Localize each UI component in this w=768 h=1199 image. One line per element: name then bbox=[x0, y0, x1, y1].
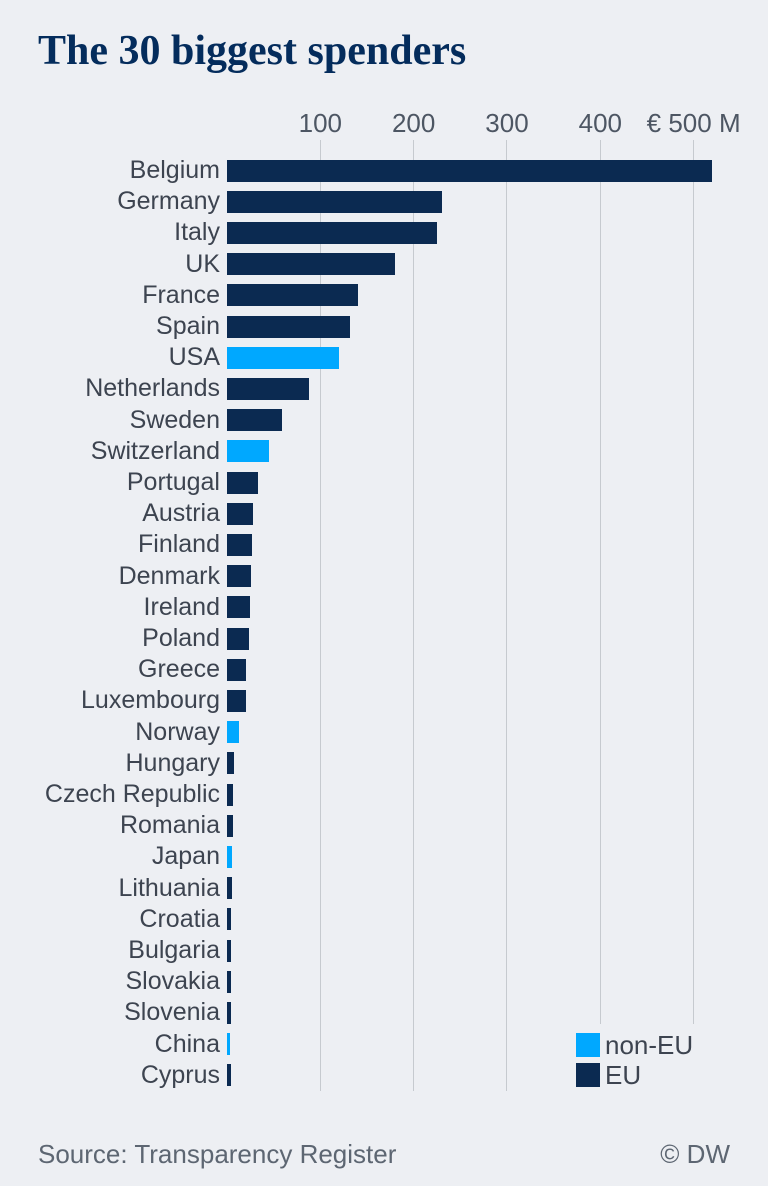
axis-tick-label-200: 200 bbox=[391, 108, 436, 138]
country-label-japan: Japan bbox=[151, 842, 220, 871]
country-label-romania: Romania bbox=[119, 811, 220, 840]
country-label-denmark: Denmark bbox=[118, 561, 220, 590]
gridline-500 bbox=[693, 140, 695, 1091]
bar-netherlands bbox=[227, 378, 310, 400]
source-note: Source: Transparency Register bbox=[38, 1139, 397, 1169]
bar-france bbox=[227, 284, 358, 307]
country-label-norway: Norway bbox=[135, 717, 220, 746]
axis-tick-label-400: 400 bbox=[578, 108, 623, 138]
legend-label-eu: EU bbox=[605, 1059, 642, 1090]
bottom-strip bbox=[0, 1186, 768, 1199]
bar-slovenia bbox=[227, 1002, 231, 1024]
gridline-200 bbox=[413, 140, 415, 1091]
chart-legend: non-EU EU bbox=[570, 1024, 708, 1098]
legend-item-eu: EU bbox=[576, 1060, 693, 1090]
bar-norway bbox=[227, 721, 240, 744]
axis-tick-label-100: 100 bbox=[298, 108, 343, 138]
country-label-portugal: Portugal bbox=[126, 468, 220, 496]
bar-cyprus bbox=[227, 1064, 231, 1087]
country-label-germany: Germany bbox=[117, 187, 220, 216]
bar-portugal bbox=[227, 471, 258, 494]
country-label-china: China bbox=[154, 1029, 220, 1058]
country-label-belgium: Belgium bbox=[129, 156, 220, 184]
country-label-slovenia: Slovenia bbox=[124, 998, 220, 1027]
country-label-switzerland: Switzerland bbox=[90, 436, 220, 465]
legend-item-non-eu: non-EU bbox=[576, 1030, 693, 1060]
gridline-300 bbox=[506, 140, 508, 1091]
bar-finland bbox=[227, 534, 253, 556]
legend-swatch-eu bbox=[576, 1063, 600, 1087]
country-label-hungary: Hungary bbox=[125, 748, 221, 777]
bar-croatia bbox=[227, 908, 232, 931]
page-title: The 30 biggest spenders bbox=[38, 28, 467, 74]
bar-hungary bbox=[227, 752, 234, 775]
country-label-cyprus: Cyprus bbox=[140, 1060, 220, 1089]
bar-denmark bbox=[227, 565, 252, 588]
legend-swatch-non-eu bbox=[576, 1033, 600, 1057]
bar-sweden bbox=[227, 409, 283, 432]
bar-italy bbox=[227, 222, 437, 244]
country-label-luxembourg: Luxembourg bbox=[81, 686, 220, 715]
bar-lithuania bbox=[227, 877, 232, 900]
country-label-croatia: Croatia bbox=[139, 904, 220, 933]
bar-luxembourg bbox=[227, 690, 246, 712]
bar-switzerland bbox=[227, 440, 269, 463]
country-label-usa: USA bbox=[168, 343, 220, 372]
country-label-slovakia: Slovakia bbox=[125, 967, 221, 996]
bar-bulgaria bbox=[227, 939, 231, 962]
country-label-czech-republic: Czech Republic bbox=[44, 780, 220, 808]
bar-uk bbox=[227, 253, 395, 276]
bar-slovakia bbox=[227, 970, 231, 993]
country-label-france: France bbox=[142, 280, 220, 309]
bar-greece bbox=[227, 658, 246, 681]
bar-belgium bbox=[227, 159, 713, 182]
bar-czech-republic bbox=[227, 783, 233, 806]
country-label-italy: Italy bbox=[174, 218, 220, 247]
legend-label-non-eu: non-EU bbox=[605, 1029, 694, 1060]
country-label-austria: Austria bbox=[142, 499, 220, 528]
bar-usa bbox=[227, 346, 339, 369]
country-label-greece: Greece bbox=[138, 655, 220, 684]
country-label-ireland: Ireland bbox=[143, 592, 220, 621]
country-label-lithuania: Lithuania bbox=[118, 873, 220, 902]
country-label-sweden: Sweden bbox=[129, 405, 220, 434]
bar-china bbox=[227, 1033, 230, 1056]
country-label-uk: UK bbox=[185, 249, 220, 278]
bar-poland bbox=[227, 627, 250, 650]
country-label-bulgaria: Bulgaria bbox=[128, 936, 220, 964]
country-label-netherlands: Netherlands bbox=[85, 374, 220, 403]
axis-tick-label-500: € 500 M bbox=[646, 108, 741, 138]
bar-austria bbox=[227, 502, 254, 525]
country-label-finland: Finland bbox=[138, 530, 220, 559]
gridline-400 bbox=[599, 140, 601, 1091]
country-label-poland: Poland bbox=[142, 624, 220, 652]
copyright-credit: © DW bbox=[660, 1139, 730, 1169]
gridline-100 bbox=[319, 140, 321, 1091]
axis-tick-label-300: 300 bbox=[485, 108, 529, 138]
bar-japan bbox=[227, 846, 232, 868]
country-label-spain: Spain bbox=[156, 312, 220, 340]
bar-romania bbox=[227, 814, 233, 837]
bar-ireland bbox=[227, 596, 251, 619]
bar-spain bbox=[227, 315, 351, 338]
bar-germany bbox=[227, 190, 442, 213]
